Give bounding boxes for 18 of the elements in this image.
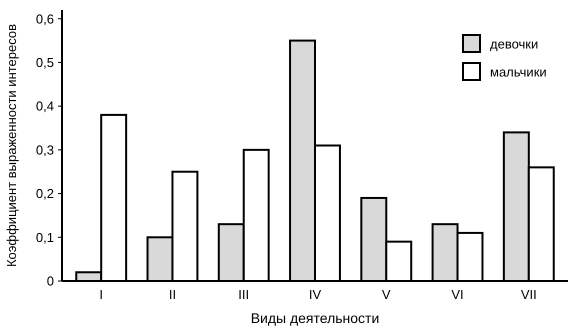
y-axis-title: Коэффициент выраженности интересов bbox=[4, 24, 19, 268]
x-tick-label: II bbox=[168, 287, 176, 302]
y-tick-label: 0,6 bbox=[36, 11, 54, 26]
legend-label: девочки bbox=[490, 36, 538, 52]
y-tick-label: 0,4 bbox=[36, 98, 54, 114]
x-tick-label: I bbox=[99, 287, 104, 302]
legend-label: мальчики bbox=[490, 64, 547, 80]
y-tick-label: 0 bbox=[46, 274, 54, 289]
x-tick-label: IV bbox=[308, 287, 322, 302]
y-tick-label: 0,5 bbox=[36, 55, 54, 70]
y-tick-label: 0,1 bbox=[36, 230, 54, 245]
x-tick-label: III bbox=[238, 287, 250, 302]
x-tick-label: VI bbox=[451, 287, 464, 302]
x-tick-label: VII bbox=[520, 287, 537, 302]
y-tick-label: 0,3 bbox=[36, 142, 54, 158]
x-axis-title: Виды деятельности bbox=[250, 310, 380, 326]
x-tick-label: V bbox=[382, 287, 391, 302]
y-tick-label: 0,2 bbox=[36, 186, 54, 202]
